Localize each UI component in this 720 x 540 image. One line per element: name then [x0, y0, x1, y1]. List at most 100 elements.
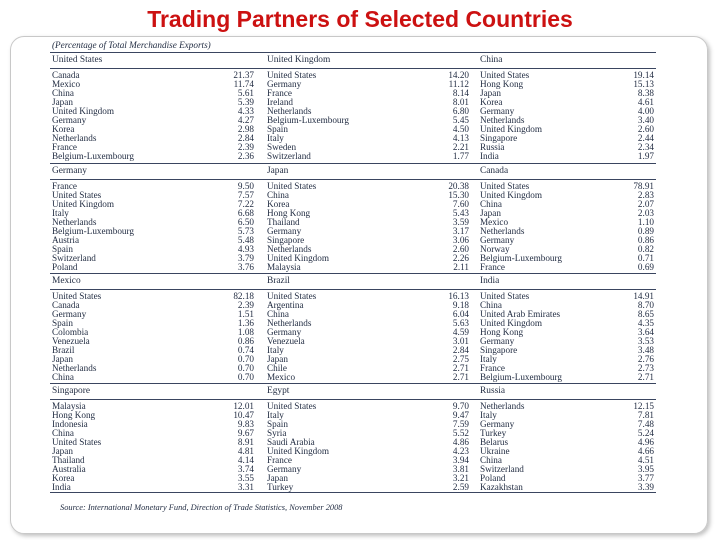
partner-name: Netherlands — [52, 133, 97, 144]
partner-name: United States — [480, 291, 530, 301]
partner-name: Thailand — [52, 455, 85, 466]
export-share: 3.21 — [452, 473, 469, 484]
partner-row: Italy 6.68 Hong Kong 5.43 Japan 2.03 — [50, 208, 656, 218]
export-share: 0.70 — [237, 372, 254, 383]
partner-row: Belgium-Luxembourg 5.73 Germany 3.17 Netherl… — [50, 227, 656, 236]
export-share: 2.76 — [637, 354, 654, 365]
export-share: 1.08 — [237, 327, 254, 338]
partner-name: Thailand — [267, 217, 300, 228]
partner-name: Venezuela — [52, 336, 90, 347]
panel-header: Mexico Brazil India — [50, 276, 656, 289]
partner-name: Canada — [52, 300, 80, 311]
partner-name: Sweden — [267, 142, 297, 153]
partner-name: Korea — [52, 124, 75, 135]
partner-name: Germany — [267, 327, 302, 338]
export-share: 4.66 — [637, 446, 654, 457]
export-share: 6.04 — [452, 309, 469, 320]
export-share: 12.15 — [633, 401, 654, 411]
export-share: 11.12 — [448, 79, 469, 90]
export-share: 3.94 — [452, 455, 469, 466]
export-share: 8.14 — [452, 88, 469, 99]
panel-header-rule — [50, 289, 656, 290]
partner-name: Switzerland — [480, 464, 524, 475]
partner-name: Mexico — [480, 217, 509, 228]
export-share: 4.81 — [237, 446, 254, 457]
export-share: 2.59 — [452, 482, 469, 493]
partner-name: Russia — [480, 142, 505, 153]
export-share: 10.47 — [233, 410, 254, 421]
export-share: 2.98 — [237, 124, 254, 135]
partner-name: China — [52, 372, 74, 383]
export-share: 2.84 — [237, 133, 254, 144]
partner-name: United Kingdom — [267, 253, 330, 264]
export-share: 2.21 — [452, 142, 469, 153]
export-share: 4.13 — [452, 133, 469, 144]
export-share: 2.44 — [637, 133, 654, 144]
export-share: 3.64 — [637, 327, 654, 338]
export-share: 5.45 — [452, 115, 469, 126]
export-share: 2.39 — [237, 142, 254, 153]
partner-row: Mexico 11.74 Germany 11.12 Hong Kong 15.13 — [50, 79, 656, 90]
export-share: 78.91 — [633, 181, 654, 191]
country-header: Canada — [480, 166, 509, 176]
partner-name: Kazakhstan — [480, 482, 523, 493]
partner-row: Poland 3.76 Malaysia 2.11 France 0.69 — [50, 263, 656, 272]
export-share: 15.13 — [633, 79, 654, 90]
partner-row: Netherlands 0.70 Chile 2.71 France 2.73 — [50, 364, 656, 373]
partner-row: United States 7.57 China 15.30 United Kingdo… — [50, 190, 656, 201]
partner-name: China — [480, 300, 502, 311]
export-share: 11.74 — [233, 79, 254, 90]
partner-name: United States — [52, 190, 102, 201]
partner-name: Korea — [52, 473, 75, 484]
partner-row: Germany 4.27 Belgium-Luxembourg 5.45 Netherl… — [50, 116, 656, 125]
partner-name: Hong Kong — [480, 79, 524, 90]
partner-name: Belgium-Luxembourg — [267, 115, 349, 126]
partner-name: United States — [267, 181, 317, 191]
export-share: 14.20 — [448, 70, 469, 80]
partner-row: Hong Kong 10.47 Italy 9.47 Italy 7.81 — [50, 410, 656, 421]
partner-row: Thailand 4.14 France 3.94 China 4.51 — [50, 456, 656, 465]
partner-row: Australia 3.74 Germany 3.81 Switzerland 3.95 — [50, 465, 656, 474]
partner-name: United States — [480, 70, 530, 80]
panel-header-rule — [50, 399, 656, 400]
partner-name: Japan — [52, 446, 73, 457]
partner-name: Singapore — [267, 235, 305, 246]
partner-name: China — [267, 190, 289, 201]
partner-row: Japan 4.81 United Kingdom 4.23 Ukraine 4.66 — [50, 447, 656, 456]
export-share: 15.30 — [448, 190, 469, 201]
export-share: 0.89 — [637, 226, 654, 237]
partner-name: United Kingdom — [267, 446, 330, 457]
partner-name: Japan — [267, 354, 288, 365]
partner-name: Ireland — [267, 97, 294, 108]
partner-row: United States 8.91 Saudi Arabia 4.86 Belarus… — [50, 437, 656, 448]
partner-row: China 0.70 Mexico 2.71 Belgium-Luxembourg 2.7… — [50, 373, 656, 382]
partner-name: Spain — [52, 318, 73, 329]
export-share: 3.55 — [237, 473, 254, 484]
export-share: 4.14 — [237, 455, 254, 466]
export-share: 4.50 — [452, 124, 469, 135]
export-share: 4.93 — [237, 244, 254, 255]
panel-header: Germany Japan Canada — [50, 166, 656, 179]
export-share: 4.86 — [452, 437, 469, 448]
partner-name: Germany — [267, 464, 302, 475]
partner-name: Argentina — [267, 300, 304, 311]
panel-header: United States United Kingdom China — [50, 55, 656, 68]
partner-name: Spain — [267, 419, 288, 430]
partner-row: Canada 2.39 Argentina 9.18 China 8.70 — [50, 300, 656, 311]
export-share: 3.95 — [637, 464, 654, 475]
partner-name: China — [52, 428, 74, 439]
export-share: 6.50 — [237, 217, 254, 228]
partner-name: Singapore — [480, 133, 518, 144]
export-share: 2.83 — [637, 190, 654, 201]
panel-header: Singapore Egypt Russia — [50, 386, 656, 399]
export-share: 8.91 — [237, 437, 254, 448]
export-share: 2.73 — [637, 363, 654, 374]
partner-name: France — [52, 181, 77, 191]
partner-name: United Arab Emirates — [480, 309, 561, 320]
panel-header-rule — [50, 179, 656, 180]
partner-name: Belgium-Luxembourg — [52, 226, 134, 237]
export-share: 3.40 — [637, 115, 654, 126]
partner-name: Italy — [267, 345, 284, 356]
partner-name: Spain — [52, 244, 73, 255]
export-share: 5.63 — [452, 318, 469, 329]
